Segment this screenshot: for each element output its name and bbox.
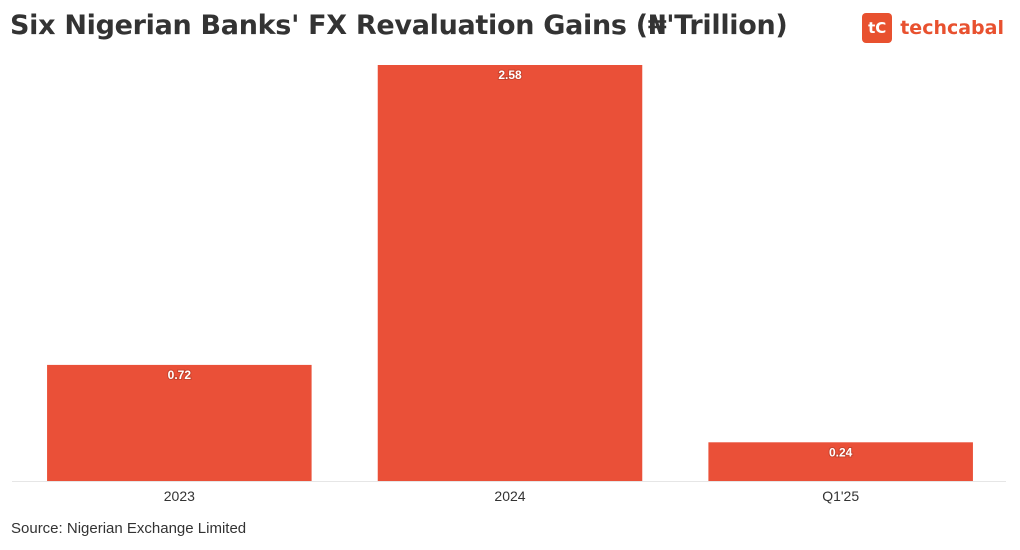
logo-wordmark: techcabal [900, 17, 1004, 39]
data-label: 0.24 [829, 445, 853, 459]
bar-2024 [377, 65, 643, 481]
source-note: Source: Nigerian Exchange Limited [11, 520, 247, 537]
bar-q125 [708, 442, 973, 481]
techcabal-logo: tC techcabal [862, 13, 1004, 43]
x-tick-label: 2024 [494, 488, 525, 504]
data-label: 2.58 [498, 68, 522, 82]
chart-title: Six Nigerian Banks' FX Revaluation Gains… [10, 10, 788, 41]
bar-2023 [47, 364, 312, 481]
x-tick-label: 2023 [164, 488, 195, 504]
x-tick-label: Q1'25 [822, 488, 859, 504]
data-label: 0.72 [168, 368, 192, 382]
techcabal-logo-icon: tC [862, 13, 893, 43]
